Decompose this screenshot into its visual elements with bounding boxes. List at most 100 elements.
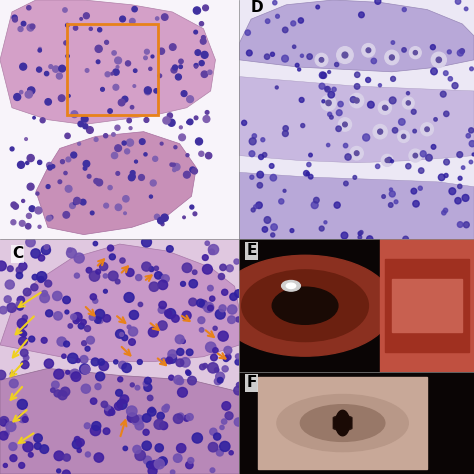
- Circle shape: [126, 268, 134, 276]
- Circle shape: [154, 459, 164, 469]
- Circle shape: [128, 174, 135, 181]
- Circle shape: [116, 329, 125, 338]
- Circle shape: [83, 13, 89, 18]
- Circle shape: [168, 119, 175, 126]
- Circle shape: [66, 157, 71, 162]
- Circle shape: [282, 55, 288, 62]
- Circle shape: [193, 212, 197, 216]
- Circle shape: [214, 368, 219, 372]
- Circle shape: [0, 370, 6, 380]
- Circle shape: [128, 339, 136, 346]
- Circle shape: [44, 359, 54, 368]
- Circle shape: [175, 335, 184, 344]
- Circle shape: [251, 208, 255, 212]
- Circle shape: [413, 51, 418, 55]
- Circle shape: [158, 218, 164, 224]
- Circle shape: [332, 87, 336, 91]
- Circle shape: [179, 134, 185, 141]
- Circle shape: [291, 21, 296, 26]
- Circle shape: [118, 99, 125, 106]
- Circle shape: [10, 372, 14, 376]
- Circle shape: [301, 405, 385, 441]
- Circle shape: [73, 312, 82, 321]
- Circle shape: [254, 205, 257, 209]
- Circle shape: [17, 303, 23, 310]
- Circle shape: [199, 151, 204, 156]
- Circle shape: [150, 461, 159, 469]
- Circle shape: [195, 50, 201, 55]
- Circle shape: [71, 111, 78, 118]
- Circle shape: [409, 149, 422, 162]
- Circle shape: [95, 310, 105, 319]
- Circle shape: [0, 431, 8, 440]
- Circle shape: [469, 128, 474, 133]
- Circle shape: [389, 203, 393, 207]
- Circle shape: [273, 0, 277, 5]
- Circle shape: [27, 24, 34, 31]
- Circle shape: [124, 212, 126, 215]
- Circle shape: [116, 390, 122, 396]
- Circle shape: [398, 130, 410, 142]
- Circle shape: [27, 6, 31, 10]
- Circle shape: [209, 245, 219, 255]
- Circle shape: [143, 381, 148, 386]
- Circle shape: [167, 113, 173, 118]
- Text: D: D: [251, 0, 264, 15]
- Circle shape: [216, 255, 394, 356]
- Circle shape: [142, 414, 151, 422]
- Circle shape: [46, 310, 53, 317]
- Circle shape: [19, 329, 25, 336]
- Circle shape: [19, 91, 23, 94]
- Circle shape: [146, 461, 154, 469]
- Circle shape: [406, 164, 411, 169]
- Circle shape: [269, 164, 274, 168]
- Circle shape: [210, 354, 217, 361]
- Circle shape: [322, 100, 325, 103]
- Circle shape: [425, 127, 429, 131]
- Circle shape: [194, 64, 198, 67]
- Circle shape: [328, 71, 330, 73]
- Circle shape: [199, 61, 204, 66]
- Circle shape: [41, 246, 50, 255]
- Circle shape: [38, 255, 45, 261]
- Circle shape: [149, 407, 155, 412]
- Circle shape: [96, 60, 100, 64]
- Circle shape: [59, 65, 65, 72]
- Circle shape: [457, 152, 463, 157]
- Circle shape: [51, 388, 55, 392]
- Circle shape: [103, 290, 107, 293]
- Circle shape: [3, 464, 8, 467]
- Circle shape: [194, 116, 198, 119]
- Circle shape: [179, 59, 183, 64]
- Circle shape: [51, 164, 55, 168]
- Circle shape: [390, 55, 394, 60]
- Circle shape: [295, 64, 299, 67]
- Circle shape: [135, 450, 146, 460]
- Circle shape: [198, 317, 205, 324]
- Circle shape: [292, 45, 296, 48]
- Circle shape: [355, 72, 360, 77]
- Circle shape: [392, 128, 398, 133]
- Circle shape: [298, 68, 301, 71]
- Circle shape: [210, 468, 215, 473]
- Circle shape: [200, 22, 203, 26]
- Circle shape: [214, 378, 221, 385]
- Circle shape: [63, 470, 70, 474]
- Circle shape: [63, 8, 67, 12]
- Circle shape: [460, 49, 465, 54]
- Circle shape: [58, 95, 65, 101]
- Circle shape: [257, 171, 264, 178]
- Circle shape: [65, 23, 69, 27]
- Circle shape: [151, 461, 159, 470]
- Circle shape: [223, 356, 229, 362]
- Circle shape: [334, 202, 340, 208]
- Circle shape: [164, 310, 172, 317]
- Circle shape: [66, 187, 69, 190]
- Circle shape: [180, 126, 182, 129]
- Circle shape: [155, 272, 162, 279]
- Circle shape: [143, 456, 152, 464]
- Circle shape: [430, 45, 436, 50]
- Circle shape: [57, 469, 61, 473]
- Circle shape: [113, 69, 119, 75]
- Circle shape: [71, 152, 77, 158]
